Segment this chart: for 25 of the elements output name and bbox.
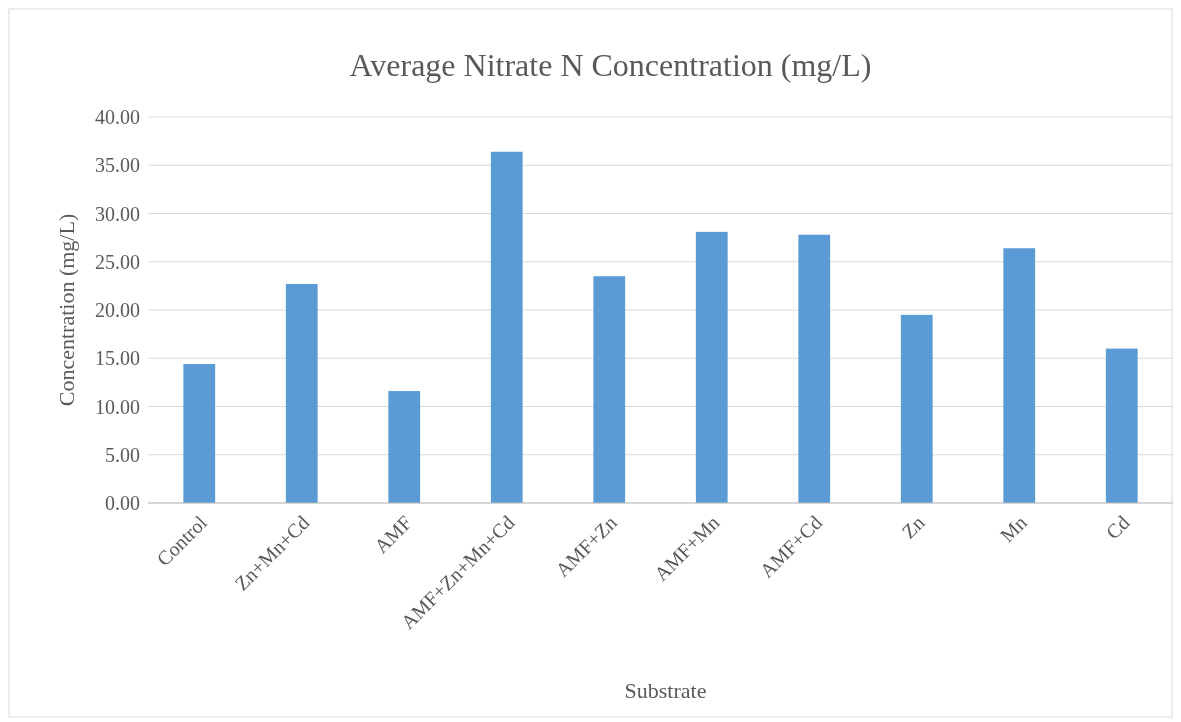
y-tick-label: 15.00 [95,347,140,370]
bar [798,234,831,503]
bar [388,391,421,503]
bar [695,231,728,503]
y-tick-label: 30.00 [95,202,140,225]
bar [285,283,318,503]
y-tick-label: 10.00 [95,395,140,418]
y-tick-label: 5.00 [105,443,140,466]
y-tick-label: 40.00 [95,106,140,128]
bar [900,314,933,503]
bar [593,276,626,503]
x-tick-label: Mn [995,511,1032,547]
bar [183,364,216,503]
y-axis-title: Concentration (mg/L) [54,213,79,407]
x-tick-label: Cd [1101,511,1134,544]
y-tick-label: 25.00 [95,250,140,273]
bar [490,151,523,503]
y-tick-label: 0.00 [105,492,140,514]
bar [1105,348,1138,503]
y-tick-label: 20.00 [95,299,140,321]
x-axis-title: Substrate [624,678,707,703]
bar [1003,248,1036,503]
x-tick-label: Zn [897,511,929,543]
y-tick-label: 35.00 [95,154,140,177]
chart-title: Average Nitrate N Concentration (mg/L) [349,47,872,83]
